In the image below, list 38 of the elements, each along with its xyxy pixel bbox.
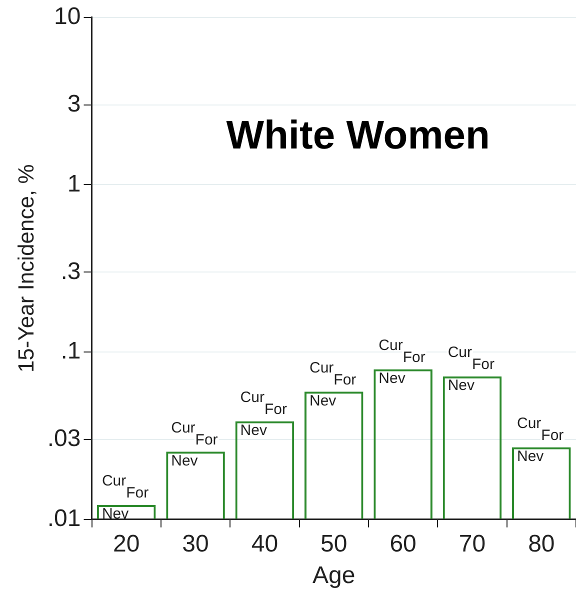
annotation: Nev <box>517 448 544 465</box>
annotation: Cur <box>517 414 542 432</box>
y-tick-label: .3 <box>60 258 81 285</box>
y-tick-label: .03 <box>47 425 81 452</box>
x-tick-label: 50 <box>320 530 348 558</box>
x-tick-label: 80 <box>528 530 555 558</box>
y-tick-label: 10 <box>54 3 81 30</box>
y-tick-label: 3 <box>67 90 81 118</box>
annotation: Nev <box>240 422 268 439</box>
annotation: Nev <box>378 370 406 387</box>
y-tick-label: .1 <box>60 338 81 365</box>
annotation: Nev <box>309 392 337 410</box>
annotation: For <box>264 400 287 418</box>
y-axis-title: 15-Year Incidence, % <box>13 164 38 373</box>
x-tick-label: 60 <box>390 530 416 558</box>
y-tick-label: 1 <box>67 170 81 198</box>
x-tick-label: 70 <box>458 530 486 558</box>
annotation: Cur <box>171 419 196 436</box>
x-tick-label: 40 <box>251 530 278 558</box>
annotation: Nev <box>448 376 476 394</box>
x-axis-title: Age <box>312 562 356 590</box>
y-tick-label: .01 <box>47 505 81 532</box>
annotation: Cur <box>309 359 334 376</box>
text: White Women <box>226 113 490 158</box>
annotation: Cur <box>448 344 472 361</box>
x-tick-label: 30 <box>182 530 209 558</box>
annotation: For <box>126 484 149 502</box>
annotation: Cur <box>102 472 126 490</box>
annotation: Nev <box>171 452 198 470</box>
annotation: Cur <box>378 336 403 354</box>
annotation: Cur <box>240 388 264 406</box>
annotation: For <box>541 426 564 444</box>
annotation: Nev <box>102 506 130 523</box>
annotation: For <box>195 431 218 448</box>
annotation: For <box>334 371 356 388</box>
x-tick-label: 20 <box>113 530 140 558</box>
annotation: For <box>402 348 426 366</box>
annotation: For <box>472 356 495 373</box>
